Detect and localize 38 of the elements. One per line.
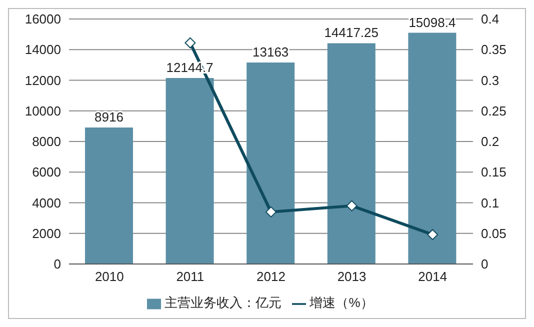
y-tick-label: 2000: [32, 226, 61, 241]
y-tick-label: 10000: [24, 103, 61, 118]
y2-tick-label: 0.05: [481, 226, 506, 241]
y-tick-label: 4000: [32, 195, 61, 210]
point: [184, 37, 196, 48]
y-tick-label: 8000: [32, 134, 61, 150]
y-tick-label: 12000: [24, 72, 61, 88]
legend-label: 增速（%）: [310, 295, 374, 310]
y2-tick-label: 0.4: [481, 12, 500, 27]
x-tick-label: 2014: [418, 269, 448, 284]
x-tick-label: 2013: [337, 269, 366, 284]
bar: [408, 32, 456, 264]
bar: [327, 43, 376, 264]
data-label: 8916: [94, 109, 124, 124]
y2-tick-label: 0.35: [481, 42, 506, 58]
y2-tick-label: 0.15: [481, 164, 506, 180]
point: [266, 206, 276, 218]
data-label: 13163: [252, 44, 289, 60]
x-tick-label: 2012: [256, 269, 286, 284]
bar: [166, 78, 214, 264]
point: [427, 229, 438, 240]
x-tick-label: 2010: [94, 269, 124, 284]
legend-label: 主营业务收入：亿元: [164, 295, 282, 310]
y-tick-label: 0: [54, 256, 61, 272]
y2-tick-label: 0.25: [481, 103, 506, 118]
point: [346, 200, 358, 212]
y-tick-label: 6000: [32, 164, 61, 180]
data-label: 15098.4: [408, 14, 456, 30]
y2-tick-label: 0.2: [481, 134, 500, 150]
y-tick-label: 14000: [24, 42, 61, 58]
bar: [85, 127, 133, 264]
y2-tick-label: 0: [481, 256, 488, 272]
y-tick-label: 16000: [24, 12, 61, 27]
bar: [246, 62, 295, 264]
y2-tick-label: 0.1: [481, 195, 500, 210]
y2-tick-label: 0.3: [481, 72, 500, 88]
data-label: 14417.25: [324, 25, 379, 40]
x-tick-label: 2011: [176, 269, 204, 284]
